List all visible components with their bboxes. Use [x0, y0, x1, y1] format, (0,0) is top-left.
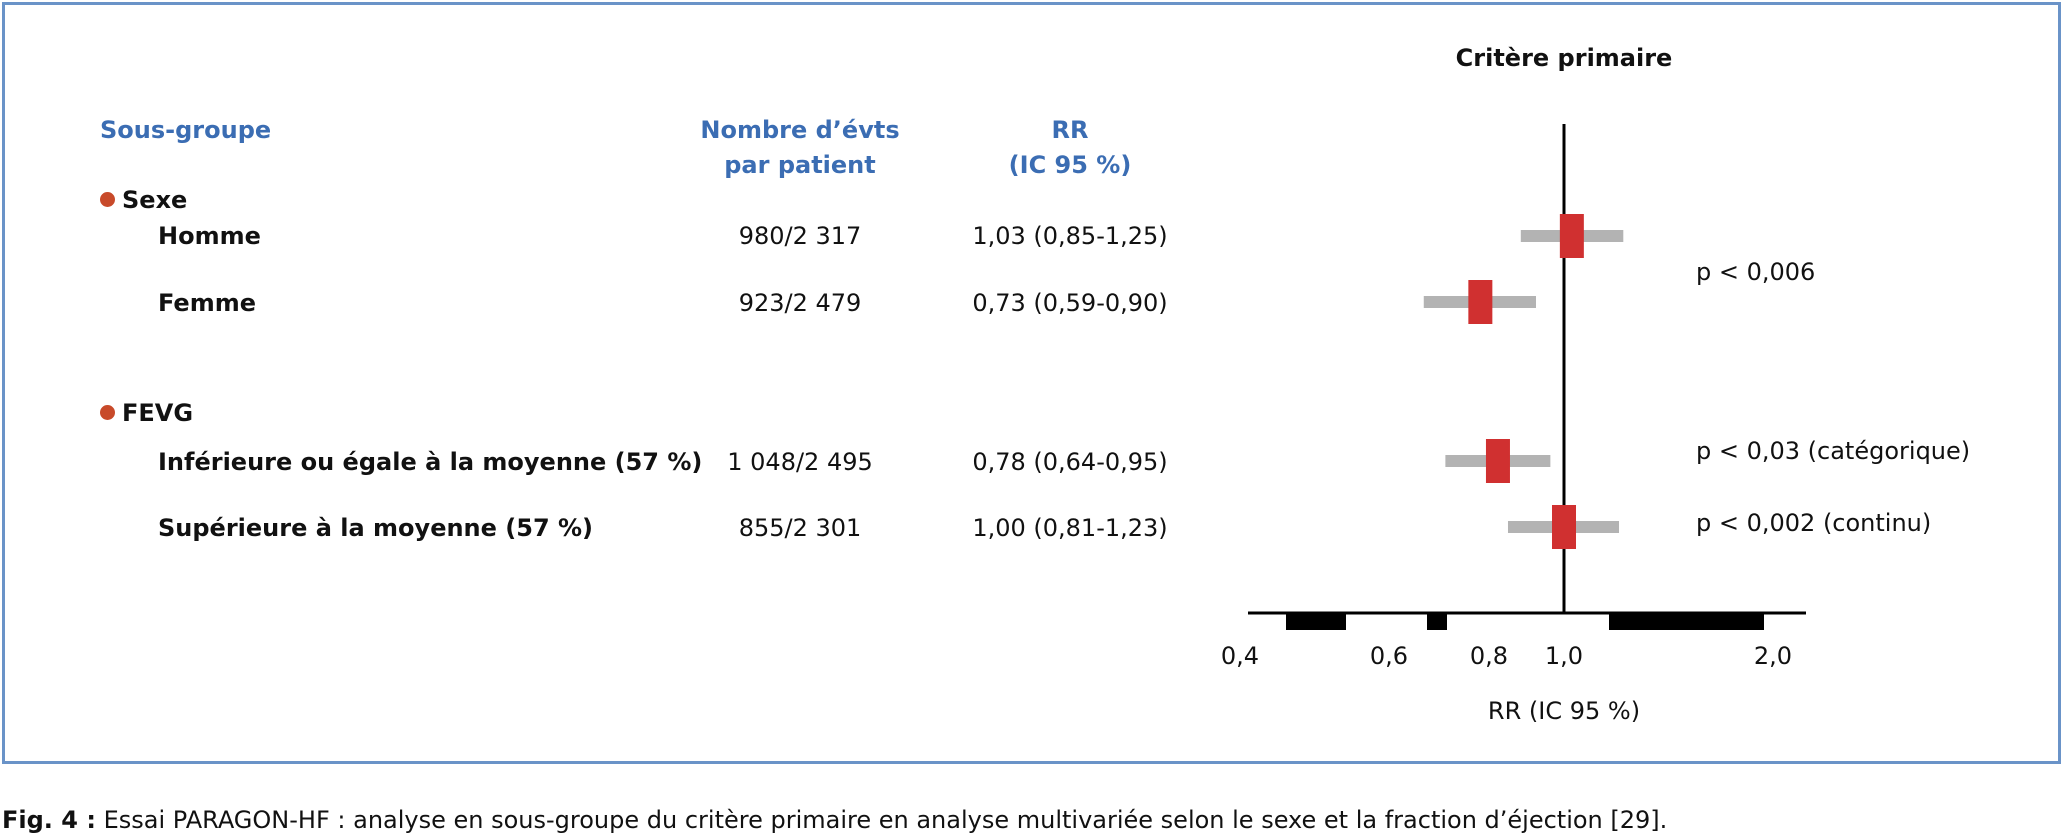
header-subgroup: Sous-groupe [100, 116, 272, 144]
row-events: 923/2 479 [738, 289, 862, 317]
group-fevg-label: FEVG [122, 399, 194, 427]
pvalue-fevg-continuous: p < 0,002 (continu) [1696, 509, 1932, 537]
axis-break-marks [1286, 614, 1764, 630]
row-rr: 1,03 (0,85-1,25) [972, 222, 1168, 250]
group-sexe-label: Sexe [122, 186, 188, 214]
row-events: 1 048/2 495 [727, 448, 873, 476]
row-events: 855/2 301 [738, 514, 862, 542]
bullet-icon [100, 191, 115, 207]
row-events: 980/2 317 [738, 222, 862, 250]
axis-break-mark [1427, 614, 1447, 630]
row-rr: 0,78 (0,64-0,95) [972, 448, 1168, 476]
row-label: Inférieure ou égale à la moyenne (57 %) [158, 448, 703, 476]
group-sexe: Sexe [100, 186, 187, 214]
chart-title: Critère primaire [1456, 44, 1673, 72]
row-label: Homme [158, 222, 261, 250]
x-axis-label: RR (IC 95 %) [1488, 697, 1640, 725]
caption-text: Essai PARAGON-HF : analyse en sous-group… [103, 806, 1668, 834]
caption-label: Fig. 4 : [2, 806, 96, 834]
pvalue-fevg-categorical: p < 0,03 (catégorique) [1696, 437, 1971, 465]
x-tick-label: 1,0 [1545, 642, 1583, 670]
row-label: Femme [158, 289, 256, 317]
pvalue-sexe: p < 0,006 [1696, 258, 1816, 286]
row-rr: 1,00 (0,81-1,23) [972, 514, 1168, 542]
point-estimate-box [1559, 214, 1584, 258]
header-rr-line1: RR [1051, 116, 1089, 144]
point-estimate-box [1485, 439, 1510, 483]
figure-frame [2, 2, 2061, 764]
header-events-line1: Nombre d’évts [700, 116, 900, 144]
forest-plot: Critère primaire 0,4 0,6 0,8 1,0 2,0 RR (IC … [1221, 44, 1806, 725]
header-rr-line2: (IC 95 %) [1008, 151, 1132, 179]
group-fevg: FEVG [100, 399, 193, 427]
header-events-line2: par patient [724, 151, 876, 179]
x-tick-label: 0,4 [1221, 642, 1259, 670]
point-estimate-box [1468, 280, 1493, 324]
bullet-icon [100, 404, 115, 420]
x-tick-label: 2,0 [1754, 642, 1792, 670]
point-estimate-box [1552, 505, 1576, 549]
x-tick-label: 0,8 [1470, 642, 1508, 670]
row-rr: 0,73 (0,59-0,90) [972, 289, 1168, 317]
row-label: Supérieure à la moyenne (57 %) [158, 514, 594, 542]
figure-caption: Fig. 4 : Essai PARAGON-HF : analyse en s… [2, 806, 1667, 834]
axis-break-mark [1609, 614, 1764, 630]
x-tick-label: 0,6 [1370, 642, 1408, 670]
axis-break-mark [1286, 614, 1346, 630]
